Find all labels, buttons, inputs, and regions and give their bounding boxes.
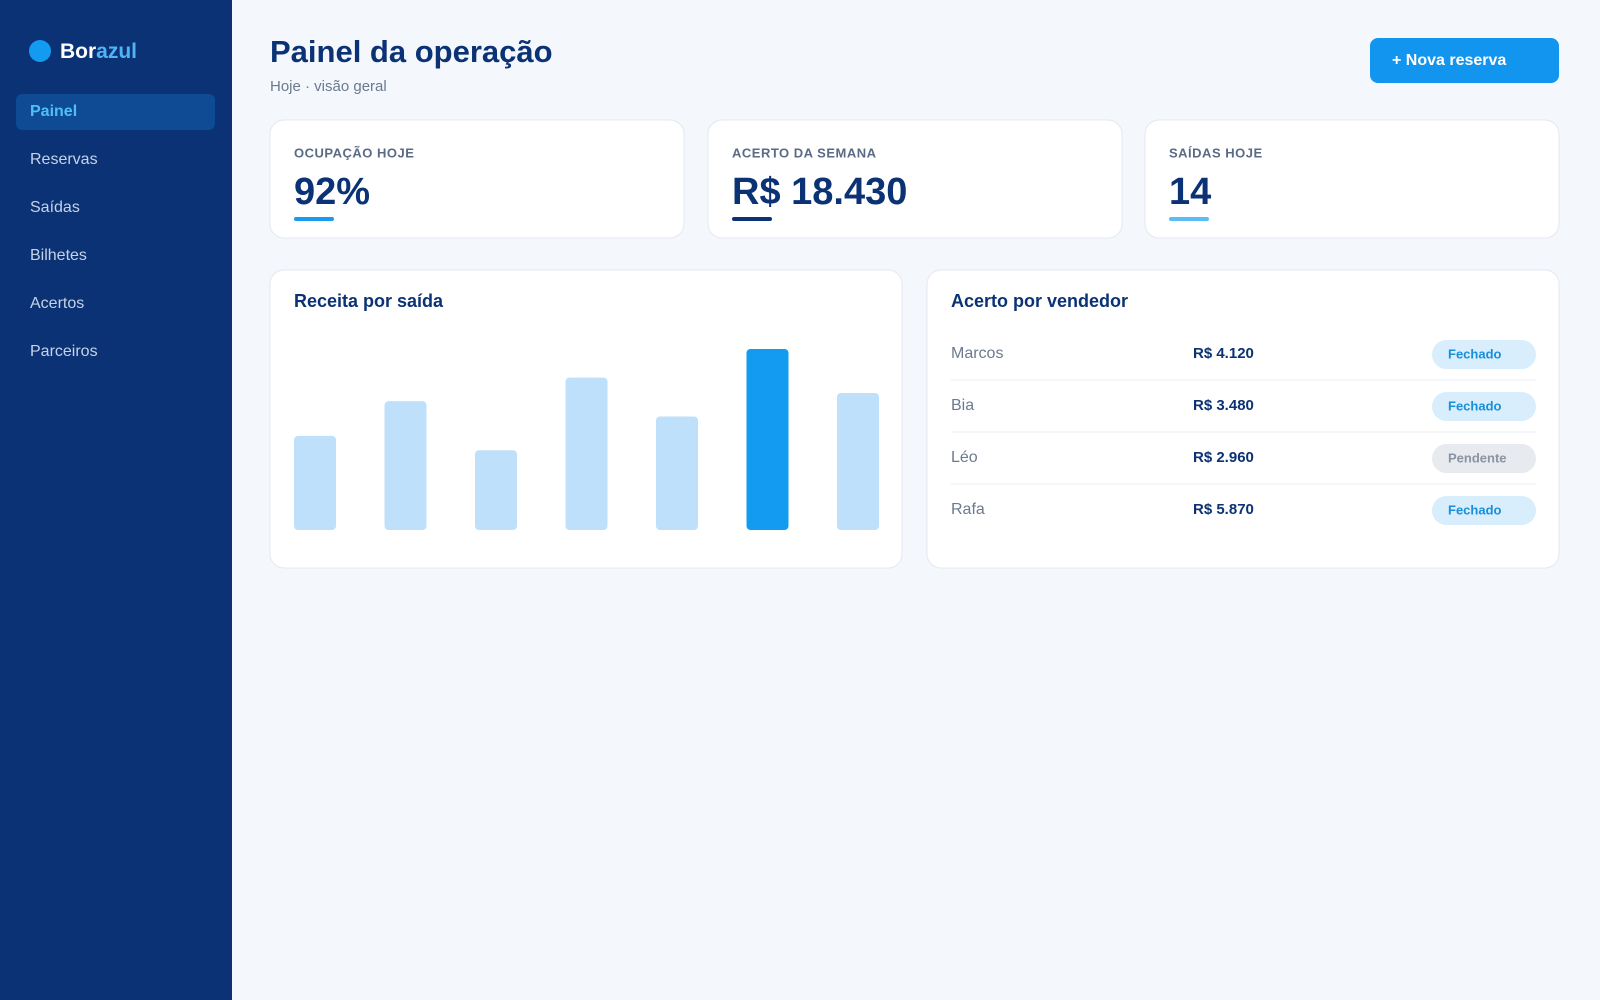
kpi-value: 92%: [294, 171, 370, 213]
kpi-card: [1144, 119, 1560, 239]
bar: [746, 349, 789, 530]
kpi-accent: [294, 217, 334, 221]
bar: [384, 401, 427, 530]
logo: Borazul: [60, 40, 137, 63]
seller-amount: R$ 4.120: [1193, 345, 1254, 362]
nav-item[interactable]: Parceiros: [30, 343, 98, 360]
nav-active-bg[interactable]: [16, 94, 215, 130]
status-label: Fechado: [1448, 502, 1502, 517]
sellers-card: [926, 269, 1560, 569]
seller-name: Rafa: [951, 501, 985, 518]
page-subtitle: Hoje · visão geral: [270, 78, 387, 95]
status-badge: [1432, 340, 1536, 369]
seller-name: Marcos: [951, 345, 1003, 362]
kpi-value: 14: [1169, 171, 1211, 213]
status-label: Fechado: [1448, 346, 1502, 361]
kpi-card: [707, 119, 1123, 239]
kpi-label: SAÍDAS HOJE: [1169, 145, 1263, 160]
bar: [475, 450, 517, 530]
seller-amount: R$ 5.870: [1193, 501, 1254, 518]
sidebar: [0, 0, 232, 1000]
new-booking-button[interactable]: + Nova reserva: [1370, 38, 1559, 83]
bar: [294, 435, 336, 530]
logo-dot: [29, 40, 51, 62]
kpi-accent: [732, 217, 772, 221]
seller-amount: R$ 3.480: [1193, 397, 1254, 414]
nav-item[interactable]: Acertos: [30, 295, 84, 312]
nav-item[interactable]: Saídas: [30, 199, 80, 216]
status-badge: [1432, 392, 1536, 421]
status-label: Pendente: [1448, 450, 1507, 465]
status-label: Fechado: [1448, 398, 1502, 413]
kpi-card: [269, 119, 685, 239]
chart-title: Receita por saída: [294, 291, 444, 311]
button-label[interactable]: + Nova reserva: [1392, 52, 1506, 69]
kpi-accent: [1169, 217, 1209, 221]
logo-second: azul: [96, 40, 137, 63]
button-bg[interactable]: [1370, 38, 1559, 83]
status-badge: [1432, 496, 1536, 525]
kpi-value: R$ 18.430: [732, 171, 907, 213]
bar: [837, 392, 879, 530]
kpi-label: ACERTO DA SEMANA: [732, 145, 877, 160]
bar: [656, 416, 698, 530]
kpi-label: OCUPAÇÃO HOJE: [294, 145, 414, 160]
nav-item[interactable]: Painel: [30, 103, 77, 120]
sellers-title: Acerto por vendedor: [951, 291, 1128, 311]
seller-name: Bia: [951, 397, 974, 414]
seller-amount: R$ 2.960: [1193, 449, 1254, 466]
seller-name: Léo: [951, 449, 978, 466]
page-title: Painel da operação: [270, 34, 553, 69]
status-badge: [1432, 444, 1536, 473]
bar: [565, 377, 608, 530]
nav-item[interactable]: Reservas: [30, 151, 98, 168]
nav-item[interactable]: Bilhetes: [30, 247, 87, 264]
logo-first: Bor: [60, 40, 96, 63]
